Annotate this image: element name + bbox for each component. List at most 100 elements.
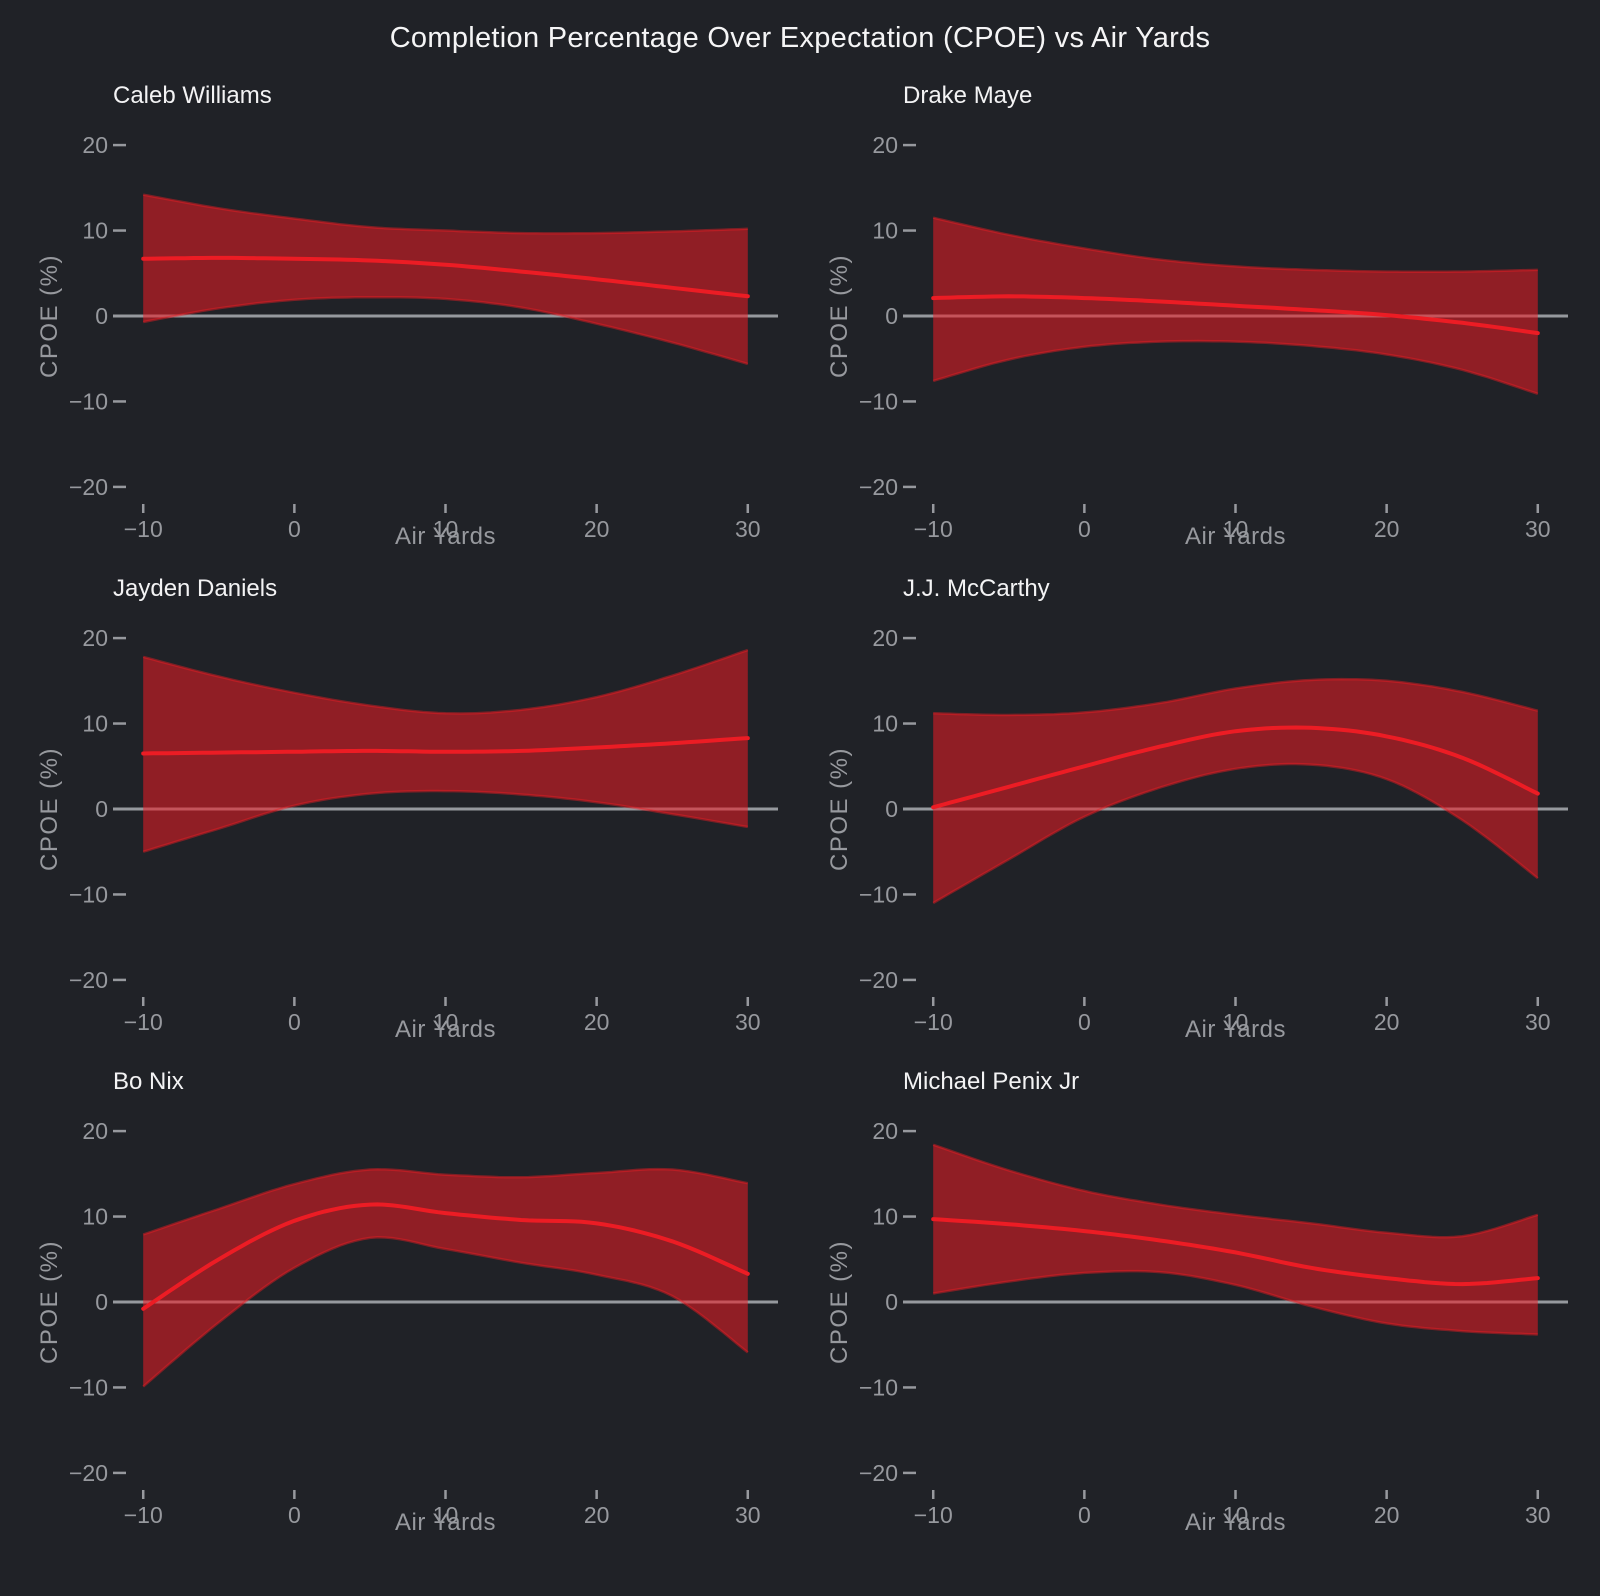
x-tick-label: −10 — [124, 516, 163, 542]
band-upper-edge — [142, 648, 749, 715]
y-tick-label: −10 — [859, 1374, 898, 1400]
x-tick-label: 10 — [433, 1009, 459, 1035]
y-tick-label: 0 — [95, 1289, 108, 1315]
x-tick-label: 0 — [288, 1502, 301, 1528]
y-tick-label: −10 — [69, 881, 108, 907]
subplot-title: J.J. McCarthy — [903, 575, 1050, 602]
y-tick-label: 10 — [82, 1204, 108, 1230]
trend-line — [141, 1202, 750, 1311]
y-tick-label: 20 — [82, 1118, 108, 1144]
x-tick-label: 20 — [1374, 1502, 1400, 1528]
x-tick-label: −10 — [914, 1009, 953, 1035]
x-axis-title: Air Yards — [395, 1509, 496, 1536]
cpoe-plot: 20 10 0 −10 −20 −10 0 10 20 30 — [859, 132, 1568, 542]
page-title: Completion Percentage Over Expectation (… — [389, 22, 1211, 54]
band-upper-edge — [142, 193, 748, 235]
cpoe-plot: 20 10 0 −10 −20 −10 0 10 20 30 — [859, 625, 1568, 1035]
y-tick-label: −10 — [859, 388, 898, 414]
band-lower-edge — [932, 339, 1539, 395]
subplot-title: Drake Maye — [903, 82, 1033, 109]
cpoe-plot: 20 10 0 −10 −20 −10 0 10 20 30 — [69, 1118, 778, 1528]
y-tick-label: 10 — [82, 711, 108, 737]
x-tick-label: 10 — [433, 516, 459, 542]
band-lower-edge — [932, 1269, 1538, 1336]
band-upper-edge — [932, 216, 1538, 274]
x-axis-title: Air Yards — [395, 1016, 496, 1043]
x-tick-label: 20 — [584, 1502, 610, 1528]
y-tick-label: 20 — [82, 132, 108, 158]
x-axis-title: Air Yards — [1185, 523, 1286, 550]
y-tick-label: −20 — [859, 967, 898, 993]
x-tick-label: 30 — [735, 516, 761, 542]
cpoe-plot: 20 10 0 −10 −20 −10 0 10 20 30 — [859, 1118, 1568, 1528]
y-tick-label: −20 — [859, 474, 898, 500]
x-tick-label: 10 — [1223, 1502, 1249, 1528]
x-tick-label: 20 — [1374, 516, 1400, 542]
y-tick-label: 20 — [872, 132, 898, 158]
cpoe-plot: 20 10 0 −10 −20 −10 0 10 20 30 — [69, 132, 778, 542]
subplot-grid: Caleb Williams CPOE (%) 20 10 0 −10 −20 −10 0 1… — [20, 76, 1580, 1555]
trend-line — [931, 294, 1540, 336]
x-tick-label: −10 — [914, 516, 953, 542]
x-tick-label: 30 — [735, 1009, 761, 1035]
x-tick-label: 20 — [584, 516, 610, 542]
y-tick-label: 0 — [885, 303, 898, 329]
confidence-band — [143, 194, 748, 364]
x-tick-label: 30 — [1525, 1502, 1551, 1528]
y-tick-label: 20 — [82, 625, 108, 651]
subplot-jj-mccarthy: J.J. McCarthy CPOE (%) 20 10 0 −10 −20 −10 0 10… — [810, 569, 1580, 1062]
y-tick-label: −10 — [859, 881, 898, 907]
y-tick-label: 0 — [885, 1289, 898, 1315]
x-tick-label: 30 — [1525, 1009, 1551, 1035]
band-upper-edge — [142, 1167, 749, 1236]
x-tick-label: 0 — [288, 1009, 301, 1035]
x-tick-label: 0 — [288, 516, 301, 542]
y-tick-label: −20 — [69, 967, 108, 993]
trend-line — [931, 725, 1540, 810]
y-tick-label: 20 — [872, 1118, 898, 1144]
y-tick-label: −20 — [69, 1460, 108, 1486]
subplot-bo-nix: Bo Nix CPOE (%) 20 10 0 −10 −20 −10 0 10 20 30 Ai… — [20, 1062, 790, 1555]
x-axis-title: Air Yards — [1185, 1016, 1286, 1043]
x-tick-label: 0 — [1078, 1009, 1091, 1035]
x-tick-label: 10 — [433, 1502, 459, 1528]
band-lower-edge — [142, 295, 749, 366]
x-axis-title: Air Yards — [1185, 1509, 1286, 1536]
x-tick-label: 0 — [1078, 516, 1091, 542]
band-lower-edge — [142, 1236, 749, 1388]
cpoe-plot: 20 10 0 −10 −20 −10 0 10 20 30 — [69, 625, 778, 1035]
x-tick-label: −10 — [914, 1502, 953, 1528]
subplot-caleb-williams: Caleb Williams CPOE (%) 20 10 0 −10 −20 −10 0 1… — [20, 76, 790, 569]
y-tick-label: −10 — [69, 1374, 108, 1400]
trend-line — [931, 1217, 1540, 1287]
subplot-title: Jayden Daniels — [113, 575, 278, 602]
x-tick-label: 30 — [1525, 516, 1551, 542]
y-tick-label: 10 — [82, 218, 108, 244]
confidence-band — [143, 1169, 748, 1387]
x-tick-label: 20 — [1374, 1009, 1400, 1035]
x-tick-label: 20 — [584, 1009, 610, 1035]
x-tick-label: 10 — [1223, 516, 1249, 542]
trend-line — [141, 736, 750, 756]
subplot-michael-penix-jr: Michael Penix Jr CPOE (%) 20 10 0 −10 −20 −10… — [810, 1062, 1580, 1555]
trend-line — [141, 255, 750, 299]
x-tick-label: 0 — [1078, 1502, 1091, 1528]
x-axis-title: Air Yards — [395, 523, 496, 550]
y-tick-label: 0 — [95, 796, 108, 822]
y-tick-label: −20 — [859, 1460, 898, 1486]
confidence-band — [933, 679, 1538, 903]
subplot-title: Michael Penix Jr — [903, 1068, 1080, 1095]
subplot-jayden-daniels: Jayden Daniels CPOE (%) 20 10 0 −10 −20 −10 0 1… — [20, 569, 790, 1062]
band-lower-edge — [932, 762, 1539, 905]
x-tick-label: 30 — [735, 1502, 761, 1528]
subplot-title: Bo Nix — [113, 1068, 184, 1095]
y-tick-label: 10 — [872, 218, 898, 244]
x-tick-label: −10 — [124, 1502, 163, 1528]
y-tick-label: 10 — [872, 1204, 898, 1230]
y-tick-label: 20 — [872, 625, 898, 651]
y-tick-label: −10 — [69, 388, 108, 414]
subplot-drake-maye: Drake Maye CPOE (%) 20 10 0 −10 −20 −10 0 10 20 3… — [810, 76, 1580, 569]
band-lower-edge — [142, 789, 748, 853]
x-tick-label: −10 — [124, 1009, 163, 1035]
